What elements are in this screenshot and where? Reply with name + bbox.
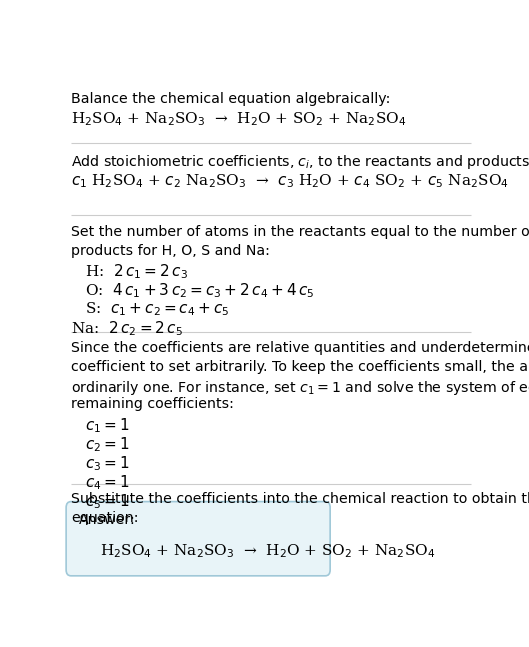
Text: ordinarily one. For instance, set $c_1 = 1$ and solve the system of equations fo: ordinarily one. For instance, set $c_1 =… — [71, 378, 529, 397]
Text: H:  $2\,c_1 = 2\,c_3$: H: $2\,c_1 = 2\,c_3$ — [85, 263, 188, 281]
Text: Set the number of atoms in the reactants equal to the number of atoms in the: Set the number of atoms in the reactants… — [71, 225, 529, 239]
Text: equation:: equation: — [71, 511, 139, 525]
Text: remaining coefficients:: remaining coefficients: — [71, 397, 234, 411]
Text: coefficient to set arbitrarily. To keep the coefficients small, the arbitrary va: coefficient to set arbitrarily. To keep … — [71, 360, 529, 373]
Text: $c_2 = 1$: $c_2 = 1$ — [85, 435, 129, 454]
Text: $c_4 = 1$: $c_4 = 1$ — [85, 473, 129, 492]
Text: Since the coefficients are relative quantities and underdetermined, choose a: Since the coefficients are relative quan… — [71, 341, 529, 355]
Text: H$_2$SO$_4$ + Na$_2$SO$_3$  →  H$_2$O + SO$_2$ + Na$_2$SO$_4$: H$_2$SO$_4$ + Na$_2$SO$_3$ → H$_2$O + SO… — [71, 111, 406, 128]
FancyBboxPatch shape — [66, 501, 330, 576]
Text: Balance the chemical equation algebraically:: Balance the chemical equation algebraica… — [71, 92, 390, 105]
Text: Na:  $2\,c_2 = 2\,c_5$: Na: $2\,c_2 = 2\,c_5$ — [71, 319, 183, 338]
Text: Add stoichiometric coefficients, $c_i$, to the reactants and products:: Add stoichiometric coefficients, $c_i$, … — [71, 153, 529, 171]
Text: $c_1 = 1$: $c_1 = 1$ — [85, 417, 129, 435]
Text: $c_3 = 1$: $c_3 = 1$ — [85, 454, 129, 473]
Text: $c_1$ H$_2$SO$_4$ + $c_2$ Na$_2$SO$_3$  →  $c_3$ H$_2$O + $c_4$ SO$_2$ + $c_5$ N: $c_1$ H$_2$SO$_4$ + $c_2$ Na$_2$SO$_3$ →… — [71, 172, 509, 190]
Text: Substitute the coefficients into the chemical reaction to obtain the balanced: Substitute the coefficients into the che… — [71, 492, 529, 506]
Text: S:  $c_1 + c_2 = c_4 + c_5$: S: $c_1 + c_2 = c_4 + c_5$ — [85, 300, 229, 318]
Text: products for H, O, S and Na:: products for H, O, S and Na: — [71, 243, 270, 258]
Text: Answer:: Answer: — [78, 512, 135, 527]
Text: $c_5 = 1$: $c_5 = 1$ — [85, 492, 129, 511]
Text: H$_2$SO$_4$ + Na$_2$SO$_3$  →  H$_2$O + SO$_2$ + Na$_2$SO$_4$: H$_2$SO$_4$ + Na$_2$SO$_3$ → H$_2$O + SO… — [100, 542, 435, 560]
Text: O:  $4\,c_1 + 3\,c_2 = c_3 + 2\,c_4 + 4\,c_5$: O: $4\,c_1 + 3\,c_2 = c_3 + 2\,c_4 + 4\,… — [85, 281, 314, 300]
